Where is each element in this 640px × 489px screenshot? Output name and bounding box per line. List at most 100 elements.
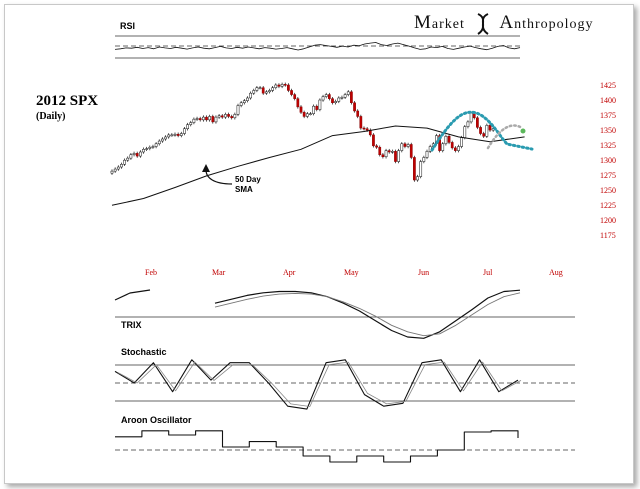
candle-body (324, 94, 328, 97)
brand-initial-m: M (414, 12, 432, 33)
stochastic-line (114, 359, 519, 410)
candle-body (296, 98, 300, 108)
candle-body (413, 157, 416, 181)
chart-subtitle: (Daily) (36, 111, 66, 122)
stochastic-signal-line (117, 361, 522, 407)
candle-body (268, 90, 271, 93)
brand-logo: Market Anthropology (414, 12, 594, 35)
candle-body (466, 121, 470, 127)
candle-body (280, 84, 284, 87)
candle-body (394, 151, 397, 162)
brand-initial-a: A (499, 12, 515, 33)
month-label: Aug (549, 268, 563, 277)
candle-body (356, 110, 360, 117)
annotation-arrowhead (202, 164, 210, 172)
candle-body (148, 146, 152, 149)
candle-body (397, 150, 400, 162)
candle-body (252, 90, 256, 94)
candle-body (334, 101, 337, 104)
arc-dotted-overlay-inner (486, 124, 524, 150)
candle-body (198, 118, 202, 121)
y-tick-label: 1425 (600, 81, 616, 90)
brand-word-anthropology: nthropology (514, 17, 594, 32)
candle-body (154, 143, 158, 147)
month-label: May (344, 268, 359, 277)
candle-body (183, 128, 186, 134)
candle-body (359, 116, 363, 129)
candle-body (139, 151, 142, 157)
candle-body (239, 102, 243, 106)
candle-body (318, 99, 322, 110)
candle-body (205, 116, 208, 121)
candle-body (214, 116, 218, 123)
candle-body (233, 114, 237, 119)
candle-body (375, 145, 378, 148)
trix-line (214, 289, 521, 339)
panel-label-trix: TRIX (121, 320, 142, 330)
dna-icon (477, 12, 489, 35)
candle-body (277, 84, 281, 87)
candle-body (116, 166, 120, 170)
candle-body (255, 87, 259, 91)
candle-body (126, 157, 130, 161)
month-label: Jul (483, 268, 493, 277)
month-label: Feb (145, 268, 157, 277)
candle-body (173, 133, 177, 136)
candle-body (384, 150, 388, 158)
candle-body (123, 159, 126, 165)
candle-body (328, 94, 331, 99)
candle-body (132, 153, 136, 155)
candle-body (145, 148, 149, 150)
candle-body (321, 96, 325, 101)
candle-body (337, 97, 341, 102)
candle-body (419, 161, 423, 177)
arc-dotted-overlay (430, 110, 534, 152)
candle-body (290, 90, 293, 95)
trix-signal-line (214, 292, 521, 337)
y-tick-label: 1350 (600, 126, 616, 135)
aroon-line (115, 430, 519, 463)
candle-body (129, 154, 133, 159)
y-tick-label: 1225 (600, 201, 616, 210)
candle-body (217, 115, 221, 118)
trix-line-start (114, 289, 151, 301)
candle-body (283, 84, 287, 86)
candle-body (350, 91, 353, 104)
candle-body (271, 87, 274, 91)
candle-body (230, 116, 234, 119)
candle-body (403, 143, 407, 147)
candle-body (463, 126, 467, 138)
candle-body (441, 143, 445, 151)
candle-body (142, 149, 145, 153)
candle-body (400, 143, 404, 151)
y-tick-label: 1275 (600, 171, 616, 180)
candle-body (261, 87, 265, 94)
candle-body (302, 112, 306, 117)
y-tick-label: 1250 (600, 186, 616, 195)
candle-body (113, 168, 117, 172)
candle-body (135, 153, 139, 157)
candle-body (170, 134, 174, 137)
candle-body (167, 134, 171, 138)
candle-body (242, 100, 246, 104)
candle-body (450, 142, 454, 149)
candle-body (274, 84, 278, 88)
candle-body (372, 134, 375, 147)
candle-body (179, 133, 183, 136)
sma-annotation-line1: 50 Day (235, 175, 261, 184)
candle-body (287, 84, 290, 91)
candle-body (454, 147, 457, 151)
candle-body (422, 157, 426, 162)
candle-body (353, 102, 356, 112)
y-tick-label: 1200 (600, 216, 616, 225)
panel-label-stochastic: Stochastic (121, 347, 167, 357)
candle-body (488, 125, 492, 131)
arc-end-marker (520, 128, 526, 134)
candle-body (265, 91, 268, 94)
candle-body (381, 154, 385, 158)
month-label: Jun (418, 268, 430, 277)
chart-title: 2012 SPX (36, 93, 99, 109)
panel-label-rsi: RSI (120, 21, 136, 31)
candle-body (195, 118, 199, 120)
candle-body (479, 127, 482, 134)
